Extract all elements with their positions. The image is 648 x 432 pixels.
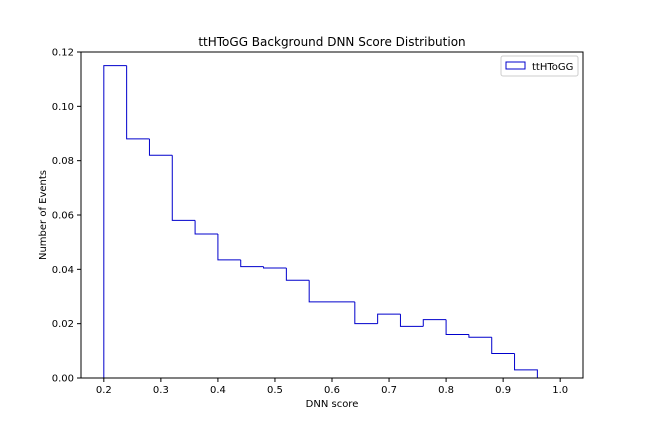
x-tick-label: 0.4 — [210, 385, 226, 396]
x-axis-ticks: 0.2 0.3 0.4 0.5 0.6 0.7 0.8 0.9 1.0 — [96, 378, 568, 396]
x-tick-label: 0.3 — [153, 385, 169, 396]
histogram-bin — [263, 266, 287, 269]
x-tick-label: 0.2 — [96, 385, 112, 396]
y-tick-label: 0.12 — [52, 48, 74, 59]
histogram-bin — [377, 313, 401, 324]
x-tick-label: 0.7 — [381, 385, 397, 396]
y-tick-label: 0.04 — [52, 265, 74, 276]
y-axis-ticks: 0.00 0.02 0.04 0.06 0.08 0.10 0.12 — [52, 48, 81, 385]
legend-box — [500, 55, 579, 77]
histogram-bin — [194, 220, 218, 235]
y-tick-label: 0.06 — [52, 211, 74, 222]
histogram-bin — [217, 234, 241, 261]
y-tick-label: 0.10 — [52, 102, 74, 113]
x-tick-label: 0.8 — [438, 385, 454, 396]
x-tick-label: 0.6 — [324, 385, 340, 396]
histogram-bin — [171, 155, 196, 221]
y-tick-label: 0.02 — [52, 319, 74, 330]
x-tick-label: 0.9 — [495, 385, 511, 396]
plot-area — [81, 52, 583, 378]
histogram-bin — [354, 301, 378, 325]
histogram-bin — [491, 337, 515, 355]
x-tick-label: 0.5 — [267, 385, 283, 396]
legend: ttHToGG — [500, 55, 579, 77]
histogram-bin — [285, 267, 310, 281]
legend-label: ttHToGG — [532, 62, 573, 73]
y-tick-label: 0.00 — [52, 374, 74, 385]
histogram-bin — [468, 334, 492, 338]
chart-title: ttHToGG Background DNN Score Distributio… — [198, 35, 465, 49]
histogram-bin — [308, 280, 332, 303]
y-axis-label: Number of Events — [38, 170, 49, 260]
histogram-bin — [148, 138, 173, 156]
histogram-bin — [422, 319, 447, 327]
legend-swatch — [505, 61, 526, 70]
x-tick-label: 1.0 — [552, 385, 568, 396]
y-tick-label: 0.08 — [52, 156, 74, 167]
x-axis-label: DNN score — [306, 399, 359, 410]
histogram-bin — [126, 65, 150, 140]
histogram-bin — [514, 353, 538, 378]
histogram-bin — [240, 259, 264, 268]
histogram-series — [103, 65, 538, 378]
histogram-bin — [445, 319, 469, 336]
histogram-bin — [103, 65, 127, 378]
histogram-bin — [399, 314, 424, 327]
